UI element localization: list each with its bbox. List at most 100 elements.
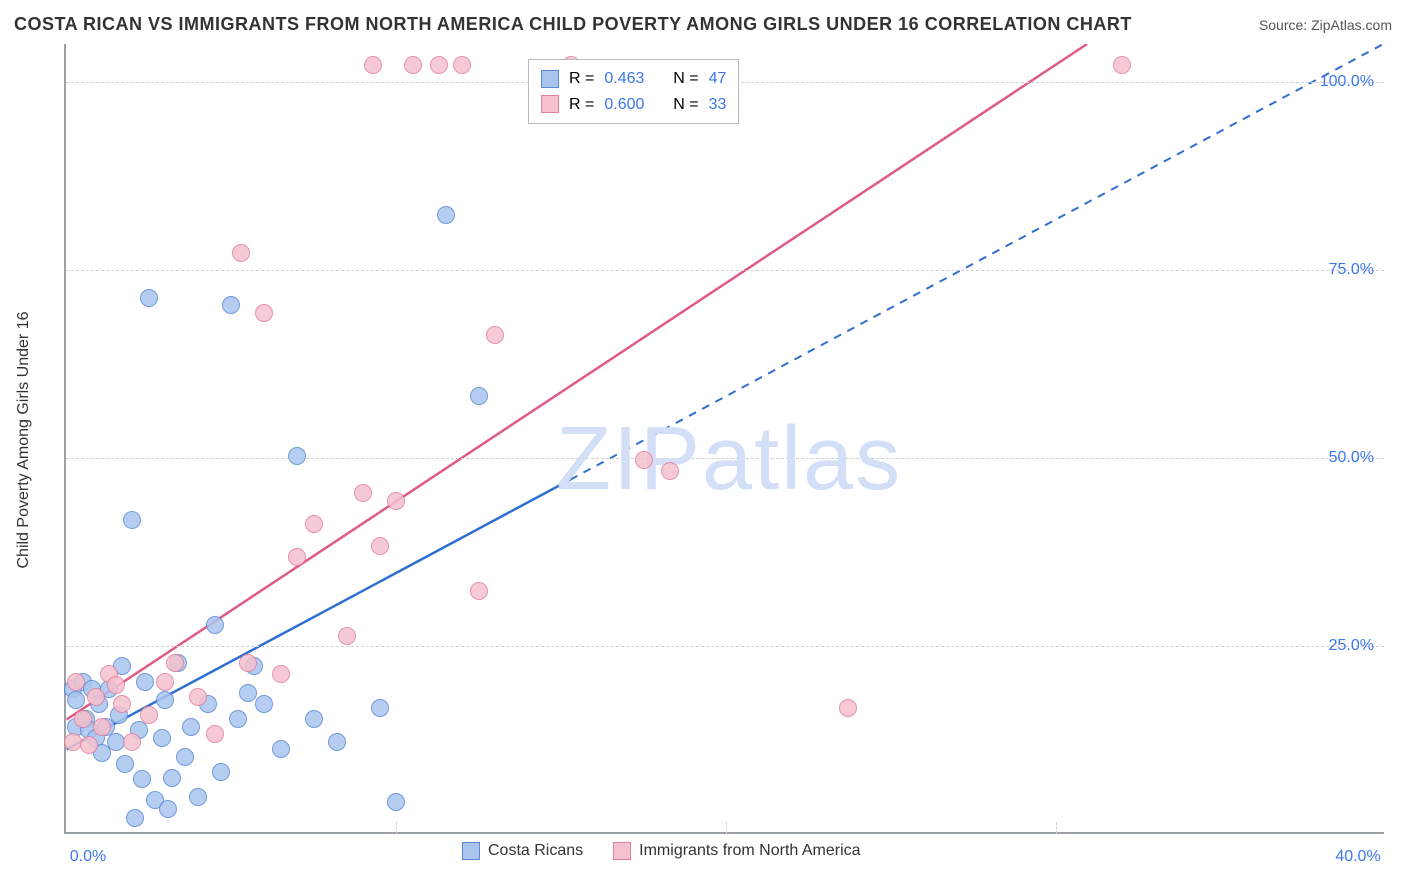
gridline-vertical (726, 822, 727, 834)
n-value: 33 (709, 92, 727, 118)
data-point (123, 733, 141, 751)
data-point (272, 665, 290, 683)
data-point (64, 733, 82, 751)
y-tick-label: 50.0% (1329, 449, 1374, 467)
correlation-legend-row: R = 0.463 N = 47 (541, 66, 726, 92)
data-point (305, 515, 323, 533)
gridline-horizontal (66, 646, 1384, 647)
data-point (136, 673, 154, 691)
data-point (486, 326, 504, 344)
data-point (437, 206, 455, 224)
data-point (206, 616, 224, 634)
data-point (387, 492, 405, 510)
data-point (163, 769, 181, 787)
data-point (387, 793, 405, 811)
data-point (272, 740, 290, 758)
series-legend-label: Costa Ricans (488, 842, 583, 860)
source-attribution: Source: ZipAtlas.com (1259, 17, 1392, 33)
data-point (661, 462, 679, 480)
legend-swatch (613, 842, 631, 860)
r-label: R = (569, 92, 594, 118)
data-point (140, 289, 158, 307)
gridline-horizontal (66, 458, 1384, 459)
gridline-vertical (1056, 822, 1057, 834)
trend-lines-svg (66, 44, 1384, 832)
data-point (239, 684, 257, 702)
data-point (140, 706, 158, 724)
data-point (1113, 56, 1131, 74)
series-legend-item: Costa Ricans (462, 842, 583, 860)
data-point (156, 691, 174, 709)
data-point (67, 691, 85, 709)
data-point (453, 56, 471, 74)
data-point (470, 387, 488, 405)
data-point (107, 733, 125, 751)
data-point (153, 729, 171, 747)
y-tick-label: 75.0% (1329, 261, 1374, 279)
data-point (232, 244, 250, 262)
data-point (839, 699, 857, 717)
data-point (133, 770, 151, 788)
data-point (305, 710, 323, 728)
y-tick-label: 100.0% (1320, 73, 1374, 91)
data-point (206, 725, 224, 743)
y-axis-label: Child Poverty Among Girls Under 16 (15, 312, 33, 569)
data-point (371, 537, 389, 555)
data-point (470, 582, 488, 600)
data-point (430, 56, 448, 74)
data-point (123, 511, 141, 529)
watermark: ZIPatlas (556, 408, 902, 511)
y-tick-label: 25.0% (1329, 637, 1374, 655)
n-label: N = (673, 66, 698, 92)
data-point (222, 296, 240, 314)
data-point (288, 548, 306, 566)
correlation-legend-row: R = 0.600 N = 33 (541, 92, 726, 118)
series-legend-item: Immigrants from North America (613, 842, 860, 860)
n-label: N = (673, 92, 698, 118)
chart-title: COSTA RICAN VS IMMIGRANTS FROM NORTH AME… (14, 14, 1132, 35)
gridline-horizontal (66, 270, 1384, 271)
legend-swatch (541, 70, 559, 88)
r-value: 0.463 (604, 66, 644, 92)
title-bar: COSTA RICAN VS IMMIGRANTS FROM NORTH AME… (14, 14, 1392, 35)
data-point (126, 809, 144, 827)
data-point (338, 627, 356, 645)
data-point (364, 56, 382, 74)
data-point (239, 654, 257, 672)
data-point (255, 304, 273, 322)
data-point (93, 718, 111, 736)
n-value: 47 (709, 66, 727, 92)
data-point (182, 718, 200, 736)
data-point (404, 56, 422, 74)
data-point (87, 688, 105, 706)
data-point (107, 676, 125, 694)
r-label: R = (569, 66, 594, 92)
data-point (288, 447, 306, 465)
data-point (212, 763, 230, 781)
data-point (113, 695, 131, 713)
data-point (354, 484, 372, 502)
data-point (255, 695, 273, 713)
data-point (116, 755, 134, 773)
data-point (189, 788, 207, 806)
scatter-plot-area: 25.0%50.0%75.0%100.0%0.0%40.0%ZIPatlasR … (64, 44, 1384, 834)
source-label: Source: (1259, 17, 1307, 33)
series-legend: Costa Ricans Immigrants from North Americ… (462, 842, 861, 860)
data-point (229, 710, 247, 728)
r-value: 0.600 (604, 92, 644, 118)
legend-swatch (462, 842, 480, 860)
data-point (80, 736, 98, 754)
data-point (328, 733, 346, 751)
data-point (159, 800, 177, 818)
data-point (67, 673, 85, 691)
data-point (166, 654, 184, 672)
data-point (635, 451, 653, 469)
data-point (176, 748, 194, 766)
x-tick-label: 0.0% (70, 848, 106, 866)
data-point (189, 688, 207, 706)
data-point (371, 699, 389, 717)
data-point (156, 673, 174, 691)
x-tick-label: 40.0% (1335, 848, 1380, 866)
source-name: ZipAtlas.com (1311, 17, 1392, 33)
correlation-legend: R = 0.463 N = 47 R = 0.600 N = 33 (528, 59, 739, 124)
